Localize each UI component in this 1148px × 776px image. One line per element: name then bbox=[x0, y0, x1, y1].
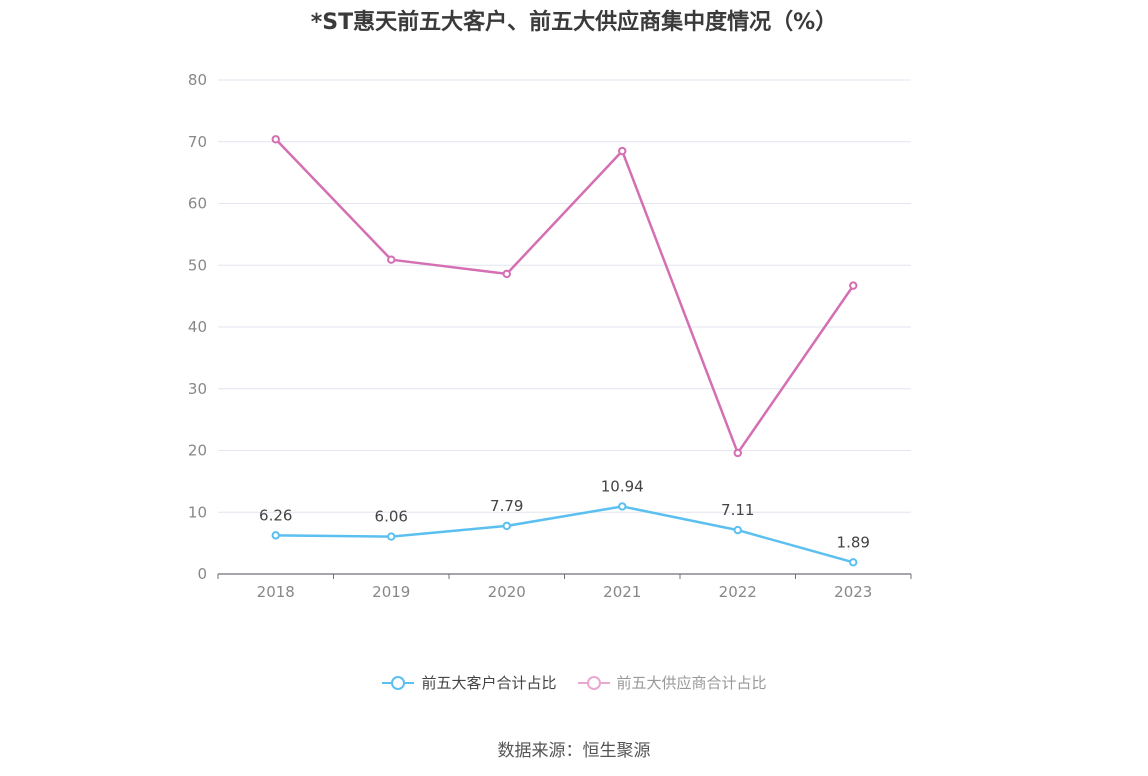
data-point bbox=[502, 269, 511, 279]
data-point bbox=[849, 558, 858, 567]
legend: 前五大客户合计占比 前五大供应商合计占比 bbox=[0, 672, 1148, 693]
series-line-1 bbox=[274, 138, 855, 455]
data-point bbox=[387, 255, 396, 264]
series bbox=[271, 135, 858, 567]
x-tick-label: 2020 bbox=[488, 583, 526, 601]
y-tick-label: 50 bbox=[188, 256, 207, 274]
y-tick-label: 60 bbox=[188, 195, 207, 213]
data-point bbox=[618, 502, 627, 511]
legend-item-customer[interactable]: 前五大客户合计占比 bbox=[381, 672, 557, 693]
data-label: 6.26 bbox=[259, 506, 292, 524]
grid-lines bbox=[218, 79, 911, 513]
y-tick-label: 30 bbox=[188, 380, 207, 398]
data-label: 6.06 bbox=[375, 508, 408, 526]
legend-marker-supplier-icon bbox=[577, 675, 610, 690]
y-tick-label: 0 bbox=[197, 565, 207, 583]
x-tick-label: 2019 bbox=[372, 583, 410, 601]
legend-item-supplier[interactable]: 前五大供应商合计占比 bbox=[577, 672, 767, 693]
data-point bbox=[618, 146, 627, 156]
y-tick-label: 20 bbox=[188, 442, 207, 460]
data-point bbox=[733, 525, 742, 535]
data-label: 10.94 bbox=[601, 477, 644, 495]
data-point bbox=[271, 135, 280, 144]
source-note: 数据来源：恒生聚源 bbox=[497, 741, 651, 761]
chart-title: *ST惠天前五大客户、前五大供应商集中度情况（%） bbox=[310, 10, 838, 35]
x-tick-label: 2023 bbox=[834, 583, 872, 601]
x-tick-label: 2022 bbox=[719, 583, 757, 601]
data-label: 1.89 bbox=[837, 533, 870, 551]
y-tick-label: 70 bbox=[188, 133, 207, 151]
legend-marker-customer-icon bbox=[382, 675, 415, 690]
data-point bbox=[271, 531, 280, 540]
data-point bbox=[733, 448, 742, 458]
x-tick-label: 2018 bbox=[257, 583, 295, 601]
x-tick-label: 2021 bbox=[603, 583, 641, 601]
legend-label-supplier: 前五大供应商合计占比 bbox=[616, 674, 767, 692]
data-label: 7.11 bbox=[721, 501, 754, 519]
data-label: 7.79 bbox=[490, 497, 523, 515]
data-point bbox=[849, 281, 858, 290]
data-point bbox=[502, 521, 511, 531]
y-tick-label: 80 bbox=[188, 71, 207, 89]
value-labels: 6.26 6.06 7.79 10.94 7.11 1.89 bbox=[259, 477, 870, 551]
y-tick-label: 10 bbox=[188, 503, 207, 521]
legend-label-customer: 前五大客户合计占比 bbox=[421, 674, 557, 692]
y-tick-label: 40 bbox=[188, 318, 207, 336]
series-line-0 bbox=[275, 505, 854, 564]
axes: 0 10 20 30 40 50 60 70 80 2018 2019 2020 2021 2022 202… bbox=[188, 71, 912, 601]
data-point bbox=[387, 532, 396, 541]
